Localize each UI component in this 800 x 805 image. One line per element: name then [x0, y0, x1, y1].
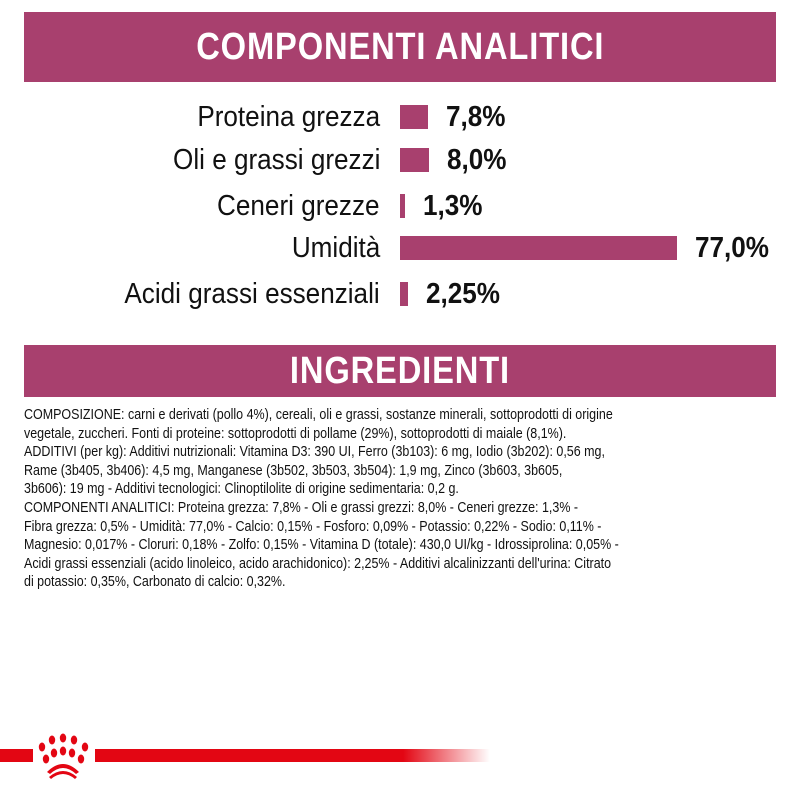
ingredients-line: Acidi grassi essenziali (acido linoleico… [24, 555, 612, 572]
ingredients-line: di potassio: 0,35%, Carbonato di calcio:… [24, 574, 286, 591]
ingredients-line: vegetale, zuccheri. Fonti di proteine: s… [24, 425, 567, 442]
ingredients-line: COMPONENTI ANALITICI: Proteina grezza: 7… [24, 499, 579, 516]
analytics-bar [400, 148, 429, 172]
analytics-label: Ceneri grezze [217, 190, 380, 222]
analytics-bar [400, 282, 408, 306]
ingredients-line: Rame (3b405, 3b406): 4,5 mg, Manganese (… [24, 462, 563, 479]
footer [0, 720, 800, 800]
ingredients-line: Magnesio: 0,017% - Cloruri: 0,18% - Zolf… [24, 537, 619, 554]
ingredients-text: COMPOSIZIONE: carni e derivati (pollo 4%… [24, 406, 776, 592]
analytics-label: Umidità [291, 232, 380, 264]
analytics-label: Acidi grassi essenziali [124, 278, 380, 310]
footer-stripe [0, 733, 490, 779]
analytics-row: Oli e grassi grezzi 8,0% [0, 140, 800, 180]
analytics-title: COMPONENTI ANALITICI [195, 25, 605, 68]
analytics-bar [400, 194, 405, 218]
analytics-row: Proteina grezza 7,8% [0, 97, 800, 137]
ingredients-line: 3b606): 19 mg - Additivi tecnologici: Cl… [24, 481, 459, 498]
analytics-bar [400, 236, 677, 260]
analytics-row: Acidi grassi essenziali 2,25% [0, 274, 800, 314]
ingredients-header: INGREDIENTI [24, 345, 776, 397]
analytics-value: 2,25% [426, 278, 501, 310]
analytics-row: Ceneri grezze 1,3% [0, 186, 800, 226]
analytics-row: Umidità 77,0% [0, 228, 800, 268]
ingredients-line: Fibra grezza: 0,5% - Umidità: 77,0% - Ca… [24, 518, 602, 535]
analytics-value: 1,3% [423, 190, 483, 222]
analytics-label: Proteina grezza [197, 101, 380, 133]
analytics-label: Oli e grassi grezzi [172, 144, 380, 176]
ingredients-title: INGREDIENTI [289, 349, 511, 392]
analytics-header: COMPONENTI ANALITICI [24, 12, 776, 82]
crown-logo-icon [38, 733, 89, 779]
analytics-bar [400, 105, 428, 129]
analytics-value: 8,0% [447, 144, 507, 176]
ingredients-line: COMPOSIZIONE: carni e derivati (pollo 4%… [24, 407, 613, 423]
analytics-value: 7,8% [446, 101, 506, 133]
ingredients-line: ADDITIVI (per kg): Additivi nutrizionali… [24, 444, 605, 461]
analytics-value: 77,0% [695, 232, 770, 264]
